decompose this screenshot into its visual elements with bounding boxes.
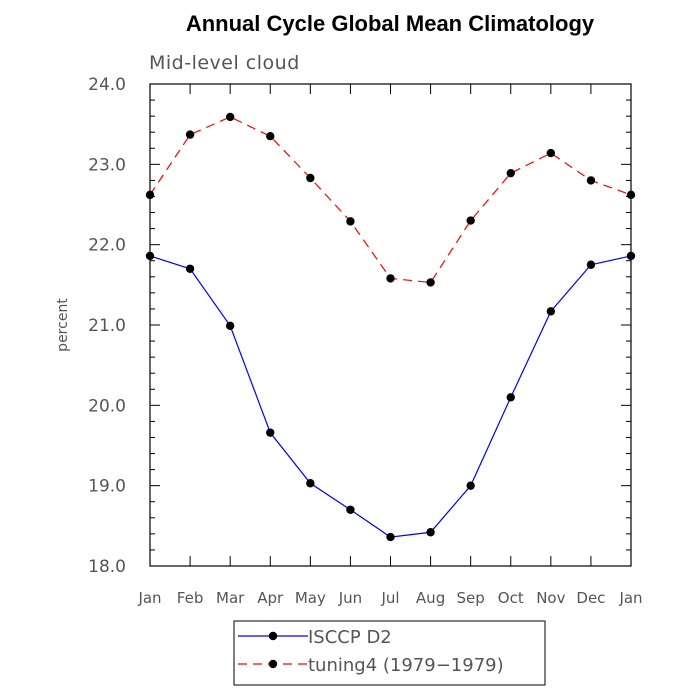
- x-tick-label: Jan: [137, 589, 161, 607]
- data-point-series-0: [626, 251, 636, 261]
- axis-ticks: [149, 83, 632, 567]
- data-point-series-1: [586, 176, 596, 185]
- x-tick-label: Jun: [338, 589, 362, 607]
- x-tick-label: Nov: [536, 589, 565, 607]
- chart-title: Annual Cycle Global Mean Climatology: [186, 11, 595, 36]
- y-tick-label: 20.0: [88, 396, 126, 416]
- x-tick-label: Aug: [416, 589, 445, 607]
- x-tick-label: Apr: [257, 589, 284, 607]
- series-line-1: [149, 116, 632, 284]
- x-tick-label: Oct: [498, 589, 524, 607]
- x-tick-label: Mar: [216, 589, 245, 607]
- y-tick-label: 23.0: [88, 155, 126, 175]
- data-point-series-0: [185, 264, 195, 273]
- y-tick-label: 18.0: [88, 557, 126, 577]
- data-point-series-0: [346, 505, 355, 514]
- legend-marker-isccp: [268, 631, 278, 641]
- legend-marker-tuning4: [268, 659, 278, 669]
- data-point-series-0: [225, 321, 235, 331]
- data-point-series-0: [306, 479, 315, 488]
- data-point-series-0: [546, 307, 556, 316]
- y-axis-label: percent: [55, 298, 71, 352]
- data-point-series-0: [145, 251, 155, 261]
- data-point-series-0: [586, 260, 596, 269]
- x-tick-label: Feb: [177, 589, 204, 607]
- y-tick-label: 22.0: [88, 236, 126, 256]
- data-point-series-0: [426, 528, 435, 537]
- legend-box: [233, 620, 546, 686]
- data-point-series-1: [466, 216, 475, 225]
- y-tick-labels: 18.0 19.0 20.0 21.0 22.0 23.0 24.0: [88, 75, 126, 577]
- data-point-series-1: [266, 132, 275, 141]
- data-point-series-1: [426, 278, 435, 287]
- y-tick-label: 19.0: [88, 477, 126, 497]
- data-point-series-1: [386, 274, 395, 283]
- data-point-series-1: [185, 130, 195, 139]
- legend-label-tuning4: tuning4 (1979−1979): [308, 655, 504, 676]
- plot-frame: [149, 83, 632, 567]
- x-tick-label: Jul: [380, 589, 399, 607]
- x-tick-label: Sep: [457, 589, 485, 607]
- data-point-series-1: [506, 168, 515, 178]
- chart-subtitle: Mid-level cloud: [149, 52, 300, 74]
- series-layer: [145, 112, 636, 542]
- data-point-series-0: [266, 428, 275, 437]
- data-point-series-1: [306, 173, 315, 183]
- data-point-series-1: [225, 112, 235, 122]
- data-point-series-0: [466, 481, 475, 490]
- data-point-series-0: [386, 532, 395, 542]
- legend: ISCCP D2 tuning4 (1979−1979): [233, 620, 546, 686]
- x-tick-labels: Jan Feb Mar Apr May Jun Jul Aug Sep Oct Nov Dec Jan: [137, 589, 642, 607]
- data-point-series-1: [626, 190, 636, 200]
- data-point-series-1: [145, 190, 155, 200]
- data-point-series-0: [506, 393, 515, 402]
- y-tick-label: 21.0: [88, 316, 126, 336]
- x-tick-label: Dec: [576, 589, 605, 607]
- x-tick-label: Jan: [618, 589, 642, 607]
- y-tick-label: 24.0: [88, 75, 126, 95]
- data-point-series-1: [346, 217, 355, 226]
- x-tick-label: May: [295, 589, 326, 607]
- legend-label-isccp: ISCCP D2: [308, 627, 392, 648]
- series-line-0: [149, 255, 632, 538]
- data-point-series-1: [546, 148, 556, 158]
